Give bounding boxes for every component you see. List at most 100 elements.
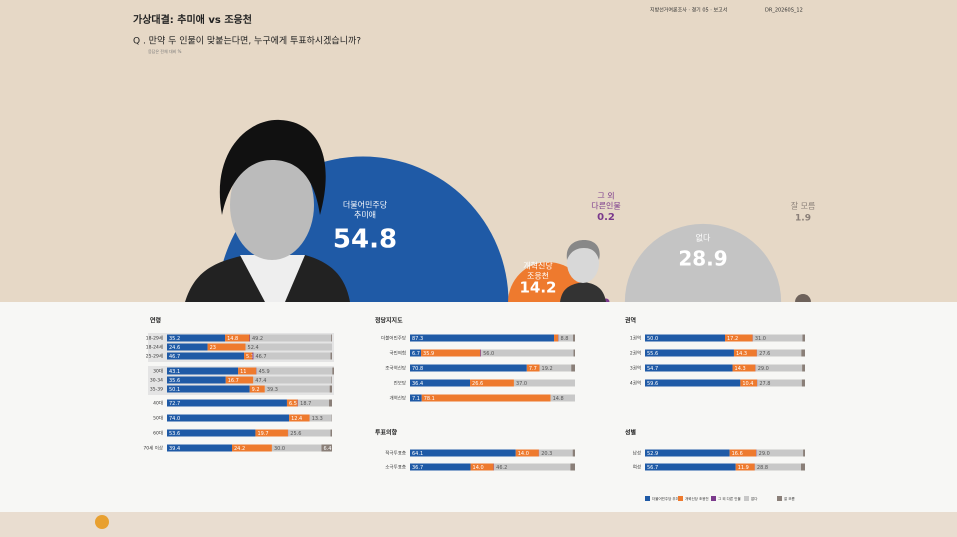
- row-label: 18-29세: [146, 335, 163, 342]
- bar-segment: [245, 343, 332, 351]
- bar-segment: [645, 364, 733, 372]
- row-label: 국민의힘: [389, 350, 406, 357]
- segment-label: 70.8: [412, 366, 423, 372]
- bar-segment: [550, 394, 575, 402]
- photo-face: [230, 150, 314, 260]
- item-label: 다른인물: [591, 201, 620, 211]
- item-label: 더불어민주당: [343, 200, 388, 210]
- segment-label: 14.0: [473, 465, 484, 471]
- bar-segment: [321, 444, 332, 452]
- segment-label: 16.6: [732, 451, 743, 457]
- bar-segment: [329, 385, 332, 393]
- legend-swatch: [777, 496, 782, 501]
- bar-segment: [539, 449, 573, 457]
- bar-segment: [167, 385, 250, 393]
- row-label: 40대: [153, 400, 163, 407]
- row-label: 3권역: [630, 365, 641, 372]
- segment-label: 25.6: [290, 431, 301, 437]
- bar-segment: [167, 352, 245, 360]
- segment-label: 47.4: [255, 378, 266, 384]
- bar-segment: [735, 463, 755, 471]
- bar-segment: [573, 334, 575, 342]
- table-panel: [0, 302, 957, 512]
- code: DR_20260S_12: [765, 8, 803, 14]
- item-value: 14.2: [519, 279, 556, 297]
- segment-label: 13.3: [312, 416, 323, 422]
- bar-segment: [410, 334, 555, 342]
- footer: [0, 512, 957, 537]
- row-label: 30-34: [150, 378, 163, 384]
- row-label: 더불어민주당: [381, 335, 406, 342]
- source: 지방선거여론조사 · 경기 05 · 보고서: [650, 7, 727, 14]
- bar-segment: [167, 429, 256, 437]
- bar-segment: [249, 385, 265, 393]
- segment-label: 52.9: [647, 451, 658, 457]
- bar-segment: [481, 349, 574, 357]
- bar-segment: [410, 449, 516, 457]
- segment-label: 74.0: [169, 416, 180, 422]
- segment-label: 6.7: [412, 351, 420, 357]
- segment-label: 19.2: [542, 366, 553, 372]
- legend-label: 없다: [751, 496, 758, 501]
- segment-label: 43.1: [169, 369, 180, 375]
- bar-segment: [330, 352, 332, 360]
- segment-label: 36.4: [412, 381, 423, 387]
- segment-label: 20.3: [541, 451, 552, 457]
- segment-label: 53.6: [169, 431, 180, 437]
- bar-segment: [238, 367, 257, 375]
- bar-segment: [207, 343, 246, 351]
- bar-segment: [421, 394, 551, 402]
- segment-label: 14.8: [553, 396, 564, 402]
- segment-label: 18.7: [300, 401, 311, 407]
- bar-segment: [645, 379, 741, 387]
- bar-segment: [755, 364, 803, 372]
- segment-label: 28.8: [757, 465, 768, 471]
- bar-segment: [757, 379, 802, 387]
- segment-label: 35.9: [423, 351, 434, 357]
- item-label: 추미애: [354, 211, 376, 220]
- segment-label: 55.6: [647, 351, 658, 357]
- segment-label: 72.7: [169, 401, 180, 407]
- row-label: 4권역: [630, 380, 641, 387]
- bar-segment: [526, 364, 540, 372]
- segment-label: 46.7: [169, 354, 180, 360]
- bar-segment: [167, 334, 226, 342]
- segment-label: 17.2: [727, 336, 738, 342]
- bar-segment: [286, 399, 298, 407]
- bar-segment: [249, 334, 332, 342]
- segment-label: 24.2: [234, 446, 245, 452]
- segment-label: 36.7: [412, 465, 423, 471]
- segment-label: 30.0: [274, 446, 285, 452]
- bar-segment: [253, 352, 331, 360]
- segment-label: 8.8: [561, 336, 569, 342]
- segment-label: 35.2: [169, 336, 180, 342]
- photo-cho: [560, 240, 606, 302]
- segment-label: 29.0: [759, 451, 770, 457]
- item-label: 개혁신당: [523, 261, 553, 271]
- bar-segment: [802, 334, 805, 342]
- segment-label: 16.7: [228, 378, 239, 384]
- bar-segment: [410, 379, 471, 387]
- bar-segment: [515, 449, 539, 457]
- bar-segment: [288, 429, 331, 437]
- bar-segment: [539, 364, 572, 372]
- bar-segment: [410, 463, 471, 471]
- bar-segment: [513, 379, 575, 387]
- legend-label: 잘 모름: [784, 496, 796, 501]
- bar-segment: [732, 364, 756, 372]
- segment-label: 6.5: [289, 401, 297, 407]
- bar-segment: [554, 334, 559, 342]
- segment-label: 46.2: [496, 465, 507, 471]
- segment-label: 50.1: [169, 387, 180, 393]
- semicircle: [795, 294, 811, 302]
- bar-segment: [645, 449, 730, 457]
- item-value: 54.8: [333, 225, 397, 255]
- segment-label: 7.7: [529, 366, 537, 372]
- segment-label: 5.1: [246, 354, 254, 360]
- bar-segment: [470, 379, 514, 387]
- bar-segment: [725, 334, 753, 342]
- bar-segment: [480, 349, 482, 357]
- bar-segment: [232, 444, 272, 452]
